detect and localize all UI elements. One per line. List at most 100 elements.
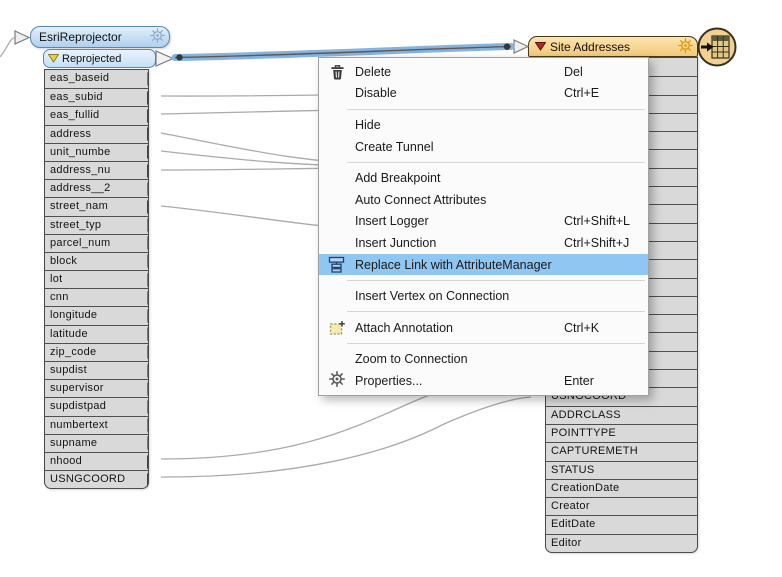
green-port-arrow bbox=[147, 145, 148, 160]
yellow-port-arrow bbox=[147, 236, 148, 251]
attribute-name: eas_subid bbox=[50, 91, 103, 104]
attribute-row[interactable]: eas_fullid bbox=[45, 106, 148, 124]
attribute-row[interactable]: POINTTYPE bbox=[546, 423, 697, 442]
attribute-row[interactable]: Editor bbox=[546, 533, 697, 552]
menu-item-replace-link-with-attributemanager[interactable]: Replace Link with AttributeManager bbox=[319, 253, 648, 276]
green-port-arrow bbox=[147, 454, 148, 469]
yellow-port-arrow bbox=[147, 363, 148, 378]
menu-separator bbox=[347, 161, 645, 163]
gear-icon[interactable] bbox=[150, 28, 165, 46]
attribute-row[interactable]: CAPTUREMETH bbox=[546, 442, 697, 460]
properties-gear-icon bbox=[329, 371, 345, 390]
attribute-connection bbox=[160, 396, 532, 478]
attribute-row[interactable]: block bbox=[45, 251, 148, 270]
attribute-row[interactable]: EditDate bbox=[546, 515, 697, 533]
gear-icon[interactable] bbox=[678, 37, 693, 56]
attribute-row[interactable]: latitude bbox=[45, 324, 148, 343]
attribute-row[interactable]: address bbox=[45, 124, 148, 143]
attribute-row[interactable]: address_nu bbox=[45, 160, 148, 179]
attribute-name: parcel_num bbox=[50, 236, 111, 249]
left-node-input-arrow bbox=[14, 30, 31, 45]
menu-item-insert-logger[interactable]: Insert Logger Ctrl+Shift+L bbox=[319, 211, 648, 233]
connection-context-menu: Delete Del Disable Ctrl+E Hide Create Tu… bbox=[318, 57, 649, 396]
input-connection bbox=[0, 36, 16, 58]
menu-item-label: Auto Connect Attributes bbox=[355, 192, 487, 207]
attribute-row[interactable]: address__2 bbox=[45, 179, 148, 197]
feature-type-node-header[interactable]: Site Addresses bbox=[528, 36, 698, 57]
attribute-row[interactable]: supname bbox=[45, 433, 148, 452]
attribute-name: cnn bbox=[50, 291, 69, 304]
menu-separator bbox=[347, 108, 645, 110]
transformer-node-header[interactable]: EsriReprojector bbox=[30, 26, 170, 48]
attribute-name: Creator bbox=[551, 500, 590, 513]
attribute-row[interactable]: supdist bbox=[45, 361, 148, 379]
menu-item-insert-junction[interactable]: Insert Junction Ctrl+Shift+J bbox=[319, 232, 648, 254]
attribute-row[interactable]: unit_numbe bbox=[45, 142, 148, 161]
yellow-port-arrow bbox=[147, 381, 148, 396]
menu-item-shortcut: Ctrl+Shift+L bbox=[564, 214, 631, 229]
collapse-triangle-icon bbox=[535, 42, 546, 51]
menu-item-label: Hide bbox=[355, 117, 381, 132]
attribute-row[interactable]: USNGCOORD bbox=[45, 470, 148, 488]
menu-separator bbox=[347, 343, 645, 345]
attribute-row[interactable]: zip_code bbox=[45, 342, 148, 361]
menu-item-delete[interactable]: Delete Del bbox=[319, 61, 648, 83]
yellow-port-arrow bbox=[147, 72, 148, 86]
menu-item-insert-vertex-on-connection[interactable]: Insert Vertex on Connection bbox=[319, 285, 648, 307]
attribute-row[interactable]: eas_baseid bbox=[45, 70, 148, 88]
attribute-row[interactable]: supervisor bbox=[45, 379, 148, 397]
menu-item-label: Insert Logger bbox=[355, 214, 429, 229]
output-port-reprojected[interactable]: Reprojected bbox=[43, 49, 156, 68]
attribute-row[interactable]: STATUS bbox=[546, 460, 697, 479]
port-label: Reprojected bbox=[62, 52, 122, 65]
attribute-row[interactable]: nhood bbox=[45, 451, 148, 470]
menu-item-attach-annotation[interactable]: Attach Annotation Ctrl+K bbox=[319, 317, 648, 339]
menu-item-shortcut: Del bbox=[564, 64, 583, 79]
attribute-row[interactable]: Creator bbox=[546, 497, 697, 515]
green-port-arrow bbox=[147, 163, 148, 178]
attribute-row[interactable]: numbertext bbox=[45, 415, 148, 434]
attribute-name: Editor bbox=[551, 536, 582, 549]
attribute-row[interactable]: longitude bbox=[45, 306, 148, 324]
menu-item-hide[interactable]: Hide bbox=[319, 114, 648, 136]
attribute-row[interactable]: parcel_num bbox=[45, 233, 148, 252]
menu-item-zoom-to-connection[interactable]: Zoom to Connection bbox=[319, 349, 648, 371]
attribute-row[interactable]: CreationDate bbox=[546, 478, 697, 497]
menu-item-auto-connect-attributes[interactable]: Auto Connect Attributes bbox=[319, 189, 648, 211]
attribute-name: street_nam bbox=[50, 200, 109, 213]
menu-separator bbox=[347, 279, 645, 281]
output-port-nub[interactable] bbox=[155, 50, 176, 68]
green-port-arrow bbox=[147, 127, 148, 141]
menu-item-properties[interactable]: Properties... Enter bbox=[319, 370, 648, 392]
attribute-row[interactable]: lot bbox=[45, 270, 148, 288]
menu-item-create-tunnel[interactable]: Create Tunnel bbox=[319, 136, 648, 158]
attribute-row[interactable]: supdistpad bbox=[45, 397, 148, 415]
trash-icon bbox=[331, 64, 343, 80]
right-node-input-arrow[interactable] bbox=[513, 39, 531, 54]
writer-table-badge-icon[interactable] bbox=[695, 25, 739, 69]
yellow-port-arrow bbox=[147, 418, 148, 432]
menu-item-shortcut: Enter bbox=[564, 373, 594, 388]
attribute-name: eas_fullid bbox=[50, 109, 100, 122]
attribute-row[interactable]: eas_subid bbox=[45, 88, 148, 106]
attribute-name: EditDate bbox=[551, 518, 596, 531]
attribute-name: block bbox=[50, 254, 78, 267]
yellow-port-arrow bbox=[147, 291, 148, 305]
attribute-row[interactable]: street_typ bbox=[45, 215, 148, 234]
menu-item-add-breakpoint[interactable]: Add Breakpoint bbox=[319, 167, 648, 189]
yellow-port-arrow bbox=[147, 254, 148, 269]
menu-item-disable[interactable]: Disable Ctrl+E bbox=[319, 83, 648, 105]
attribute-row[interactable]: street_nam bbox=[45, 197, 148, 215]
menu-item-label: Properties... bbox=[355, 373, 423, 388]
menu-item-label: Attach Annotation bbox=[355, 320, 453, 335]
attribute-name: unit_numbe bbox=[50, 145, 111, 158]
attribute-name: POINTTYPE bbox=[551, 426, 617, 439]
menu-item-shortcut: Ctrl+K bbox=[564, 320, 600, 335]
attribute-row[interactable]: cnn bbox=[45, 288, 148, 306]
menu-item-shortcut: Ctrl+Shift+J bbox=[564, 235, 630, 250]
green-port-arrow bbox=[147, 90, 148, 105]
attribute-name: eas_baseid bbox=[50, 72, 110, 84]
attribute-row[interactable]: ADDRCLASS bbox=[546, 405, 697, 424]
transformer-attribute-list: eas_baseid eas_subid eas_fullid address … bbox=[44, 69, 149, 490]
